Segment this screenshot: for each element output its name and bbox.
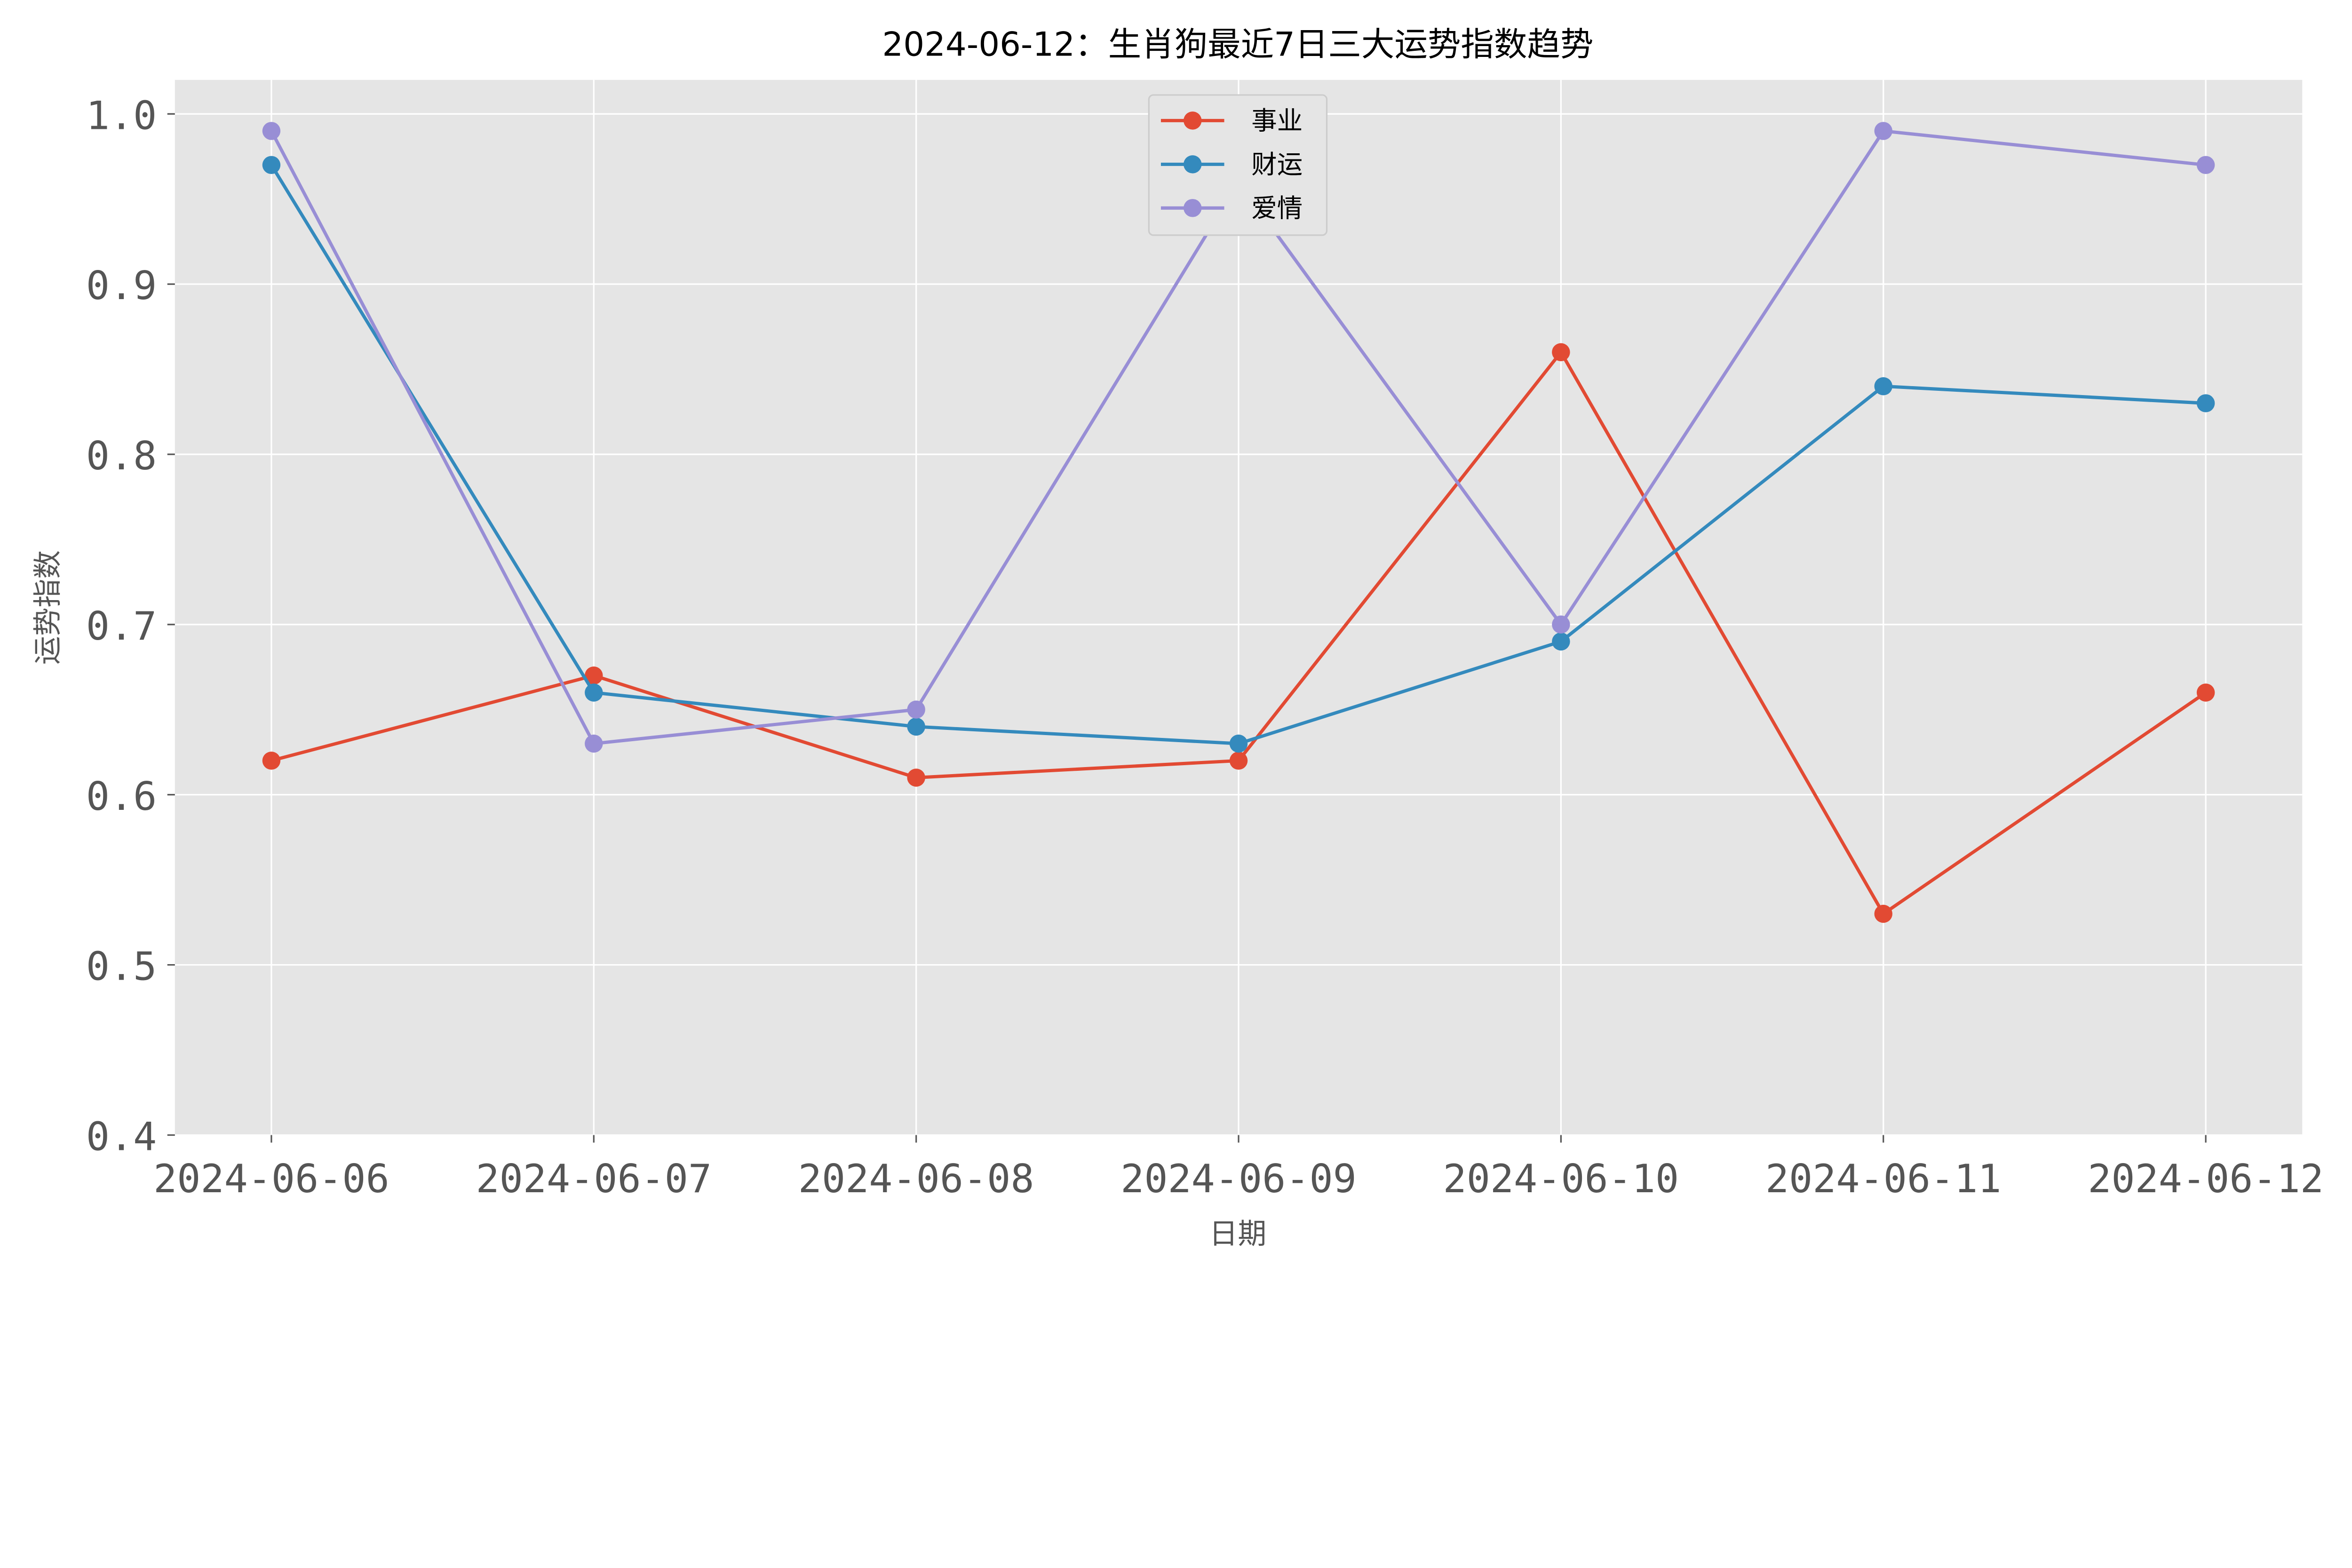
legend-marker	[1184, 155, 1202, 174]
legend-label: 事业	[1251, 106, 1303, 136]
data-point	[585, 666, 603, 685]
data-point	[1874, 904, 1892, 923]
data-point	[2196, 156, 2215, 174]
data-point	[2196, 683, 2215, 702]
y-tick-label: 0.9	[86, 263, 157, 309]
x-tick-label: 2024-06-12	[2088, 1156, 2324, 1202]
legend-label: 爱情	[1251, 193, 1303, 223]
x-tick-label: 2024-06-09	[1120, 1156, 1357, 1202]
data-point	[1229, 734, 1248, 753]
y-tick-label: 0.7	[86, 603, 157, 649]
data-point	[262, 122, 281, 140]
x-tick-label: 2024-06-06	[153, 1156, 389, 1202]
x-axis: 2024-06-06 2024-06-07 2024-06-08 2024-06-09…	[153, 1135, 2324, 1202]
data-point	[262, 752, 281, 770]
x-tick-label: 2024-06-10	[1443, 1156, 1679, 1202]
y-tick-label: 1.0	[86, 93, 157, 138]
y-tick-label: 0.6	[86, 774, 157, 819]
data-point	[2196, 394, 2215, 412]
data-point	[1874, 122, 1892, 140]
y-axis: 0.4 0.5 0.6 0.7 0.8 0.9 1.0	[86, 93, 175, 1160]
legend-marker	[1184, 199, 1202, 217]
data-point	[907, 700, 925, 719]
data-point	[1552, 615, 1570, 634]
legend-label: 财运	[1251, 150, 1303, 180]
data-point	[1874, 377, 1892, 396]
data-point	[1552, 632, 1570, 651]
x-axis-label: 日期	[1209, 1217, 1267, 1251]
data-point	[907, 717, 925, 736]
data-point	[907, 768, 925, 787]
y-tick-label: 0.5	[86, 944, 157, 990]
line-chart: 2024-06-12：生肖狗最近7日三大运势指数趋势 2024-06-06 202…	[31, 25, 2324, 1251]
x-tick-label: 2024-06-07	[476, 1156, 712, 1202]
y-tick-label: 0.8	[86, 433, 157, 479]
data-point	[585, 683, 603, 702]
y-axis-label: 运势指数	[31, 550, 64, 665]
x-tick-label: 2024-06-08	[798, 1156, 1034, 1202]
y-tick-label: 0.4	[86, 1114, 157, 1160]
legend-marker	[1184, 111, 1202, 130]
data-point	[1229, 752, 1248, 770]
data-point	[262, 156, 281, 174]
chart-title: 2024-06-12：生肖狗最近7日三大运势指数趋势	[882, 25, 1593, 64]
x-tick-label: 2024-06-11	[1765, 1156, 2002, 1202]
data-point	[585, 734, 603, 753]
data-point	[1552, 343, 1570, 362]
